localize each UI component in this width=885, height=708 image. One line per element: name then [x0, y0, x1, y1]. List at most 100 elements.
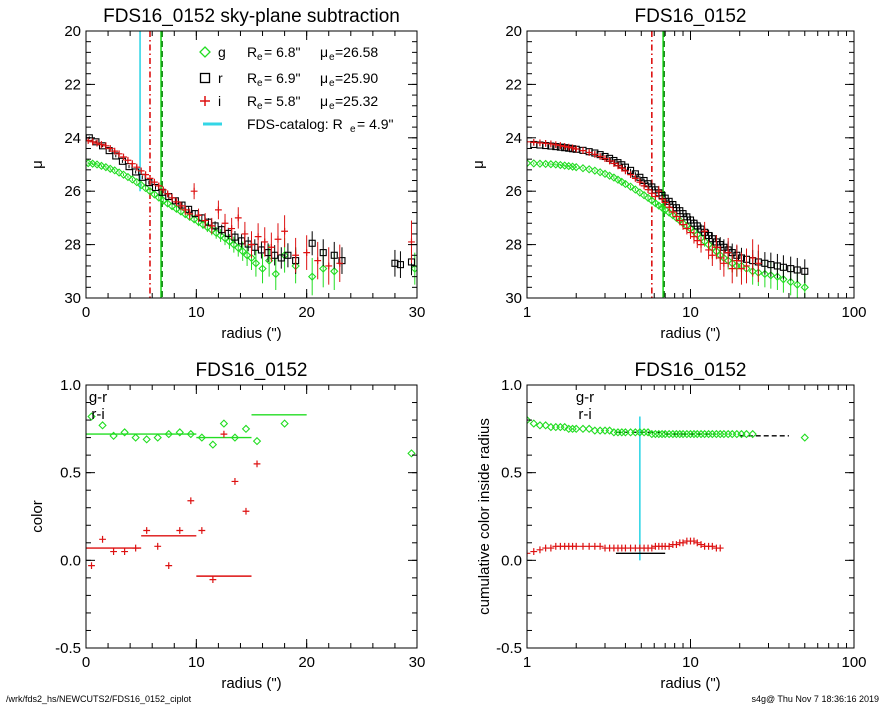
data-point: [530, 548, 538, 555]
data-point: [552, 141, 560, 149]
data-point: [631, 185, 640, 194]
data-point: [181, 206, 189, 214]
legend-re-sub: e: [257, 101, 263, 112]
y-tick-label: 22: [64, 76, 81, 93]
data-point: [132, 168, 140, 176]
data-point: [110, 166, 119, 175]
y-tick-label: 22: [505, 76, 522, 93]
data-point: [146, 174, 154, 182]
y-axis-label: color: [29, 500, 46, 533]
data-point: [665, 542, 673, 550]
data-point: [330, 267, 339, 276]
data-point: [561, 142, 569, 150]
data-point: [261, 238, 269, 246]
data-point: [248, 241, 255, 248]
data-point: [733, 257, 741, 265]
panel-surface-brightness-linear: 0 10 20 30 20 22 24 26 28 30 FDS16_0152 sky-plane …: [29, 6, 425, 342]
data-point: [254, 233, 262, 240]
data-point: [536, 139, 544, 147]
data-point: [536, 546, 544, 554]
data-point: [773, 272, 782, 281]
data-point: [696, 429, 706, 439]
data-point: [716, 544, 724, 552]
data-point: [164, 429, 173, 439]
data-point: [99, 535, 106, 543]
data-point: [647, 429, 656, 439]
data-point: [241, 230, 249, 238]
data-point: [787, 265, 795, 273]
data-point: [128, 160, 136, 168]
data-point: [242, 251, 252, 260]
y-axis-label: μ: [470, 160, 487, 169]
data-point: [201, 217, 209, 224]
data-point: [253, 460, 261, 468]
data-point: [673, 541, 680, 548]
legend-mu-value: =25.90: [335, 70, 378, 86]
data-point: [664, 429, 674, 439]
data-point: [622, 167, 629, 175]
data-point: [330, 251, 338, 259]
data-point: [234, 243, 243, 252]
data-point: [186, 210, 194, 218]
data-point: [319, 249, 327, 257]
data-point: [163, 199, 172, 208]
data-point: [675, 429, 684, 439]
data-point: [682, 429, 692, 439]
y-tick-label: 28: [64, 237, 81, 254]
data-point: [617, 177, 626, 187]
data-point: [109, 431, 118, 441]
data-point: [640, 182, 648, 190]
data-point: [154, 542, 162, 550]
footer-timestamp: s4g@ Thu Nov 7 18:36:16 2019: [751, 694, 879, 704]
y-tick-label: 0.5: [501, 465, 522, 482]
y-tick-label: -0.5: [55, 640, 81, 657]
data-point: [114, 168, 124, 177]
y-tick-label: 26: [64, 183, 81, 200]
data-point: [639, 191, 649, 200]
plot-area: [527, 31, 809, 298]
data-point: [208, 440, 218, 449]
data-point: [132, 544, 140, 552]
data-point: [697, 541, 705, 548]
data-point: [556, 142, 564, 149]
data-point: [151, 178, 158, 186]
data-point: [93, 139, 101, 147]
data-point: [565, 143, 573, 151]
legend-g-r: g-r: [89, 389, 107, 406]
data-point: [660, 205, 670, 215]
data-point: [693, 237, 701, 244]
data-point: [704, 429, 713, 439]
data-point: [280, 419, 289, 428]
x-tick-label: 0: [82, 654, 90, 671]
legend-re-sub: e: [257, 52, 263, 63]
data-point: [631, 174, 639, 182]
data-point: [690, 537, 698, 545]
data-point: [672, 429, 681, 439]
data-point: [111, 147, 119, 155]
legend-mu-sub: e: [329, 101, 335, 112]
data-point: [143, 527, 151, 534]
data-point: [786, 277, 795, 287]
legend-re-value: = 6.9": [264, 70, 301, 86]
data-point: [527, 549, 531, 557]
data-point: [220, 430, 228, 438]
data-point: [98, 421, 107, 430]
legend-band: i: [218, 93, 221, 109]
y-tick-label: 0.5: [60, 465, 81, 482]
data-point: [705, 246, 712, 254]
legend-marker-plus: [200, 96, 210, 106]
data-point: [720, 259, 728, 267]
data-point: [173, 198, 180, 206]
legend-mu-sub: e: [329, 78, 335, 89]
data-point: [621, 179, 630, 189]
data-point: [568, 424, 577, 434]
y-tick-label: 24: [64, 130, 81, 147]
data-point: [189, 215, 199, 224]
data-point: [181, 209, 190, 219]
legend-mu-label: μ: [320, 70, 328, 86]
legend-re-sub: e: [257, 78, 263, 89]
data-point: [115, 150, 123, 158]
data-point: [754, 259, 762, 267]
data-point: [101, 162, 111, 172]
